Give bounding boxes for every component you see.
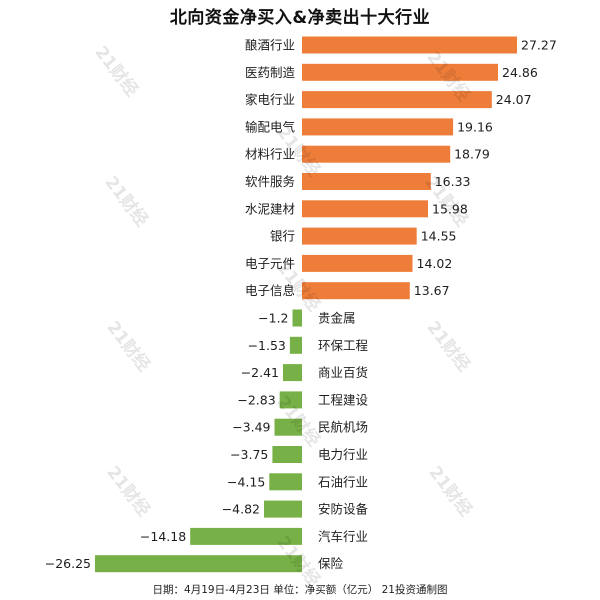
value-label-6: 15.98: [432, 201, 468, 216]
value-label-12: −2.41: [241, 365, 279, 380]
bar-13: [279, 391, 302, 409]
category-label-12: 商业百货: [318, 365, 368, 380]
value-label-3: 19.16: [457, 119, 493, 134]
bar-0: [302, 36, 517, 54]
bar-18: [190, 527, 302, 545]
value-label-9: 13.67: [414, 283, 450, 298]
bar-2: [302, 91, 492, 109]
bar-19: [95, 555, 302, 573]
category-label-15: 电力行业: [318, 447, 368, 462]
category-label-9: 电子信息: [245, 283, 295, 298]
value-label-7: 14.55: [421, 229, 457, 244]
value-label-17: −4.82: [222, 502, 260, 517]
category-label-14: 民航机场: [318, 420, 368, 435]
value-label-13: −2.83: [237, 392, 275, 407]
bar-15: [272, 446, 302, 463]
bar-9: [302, 282, 410, 300]
bar-1: [302, 63, 498, 81]
category-label-13: 工程建设: [318, 392, 369, 407]
bar-8: [302, 254, 413, 272]
category-label-10: 贵金属: [318, 311, 356, 326]
value-label-5: 16.33: [435, 174, 471, 189]
bar-6: [302, 200, 428, 218]
value-label-8: 14.02: [417, 256, 453, 271]
footer-note: 日期：4月19日-4月23日 单位：净买额（亿元） 21投资通制图: [152, 584, 448, 596]
category-label-3: 输配电气: [245, 119, 296, 134]
bar-11: [289, 336, 302, 354]
bar-7: [302, 227, 417, 245]
category-label-6: 水泥建材: [245, 201, 295, 216]
value-label-4: 18.79: [454, 147, 490, 162]
category-label-8: 电子元件: [245, 256, 295, 271]
value-label-18: −14.18: [140, 529, 186, 544]
chart-title: 北向资金净买入&净卖出十大行业: [169, 8, 431, 28]
category-label-0: 酿酒行业: [245, 38, 295, 53]
category-label-1: 医药制造: [245, 65, 296, 80]
value-label-2: 24.07: [496, 92, 532, 107]
bar-3: [302, 118, 454, 136]
bar-12: [283, 364, 302, 382]
bar-4: [302, 145, 451, 163]
value-label-15: −3.75: [230, 447, 268, 462]
category-label-17: 安防设备: [318, 502, 369, 517]
value-label-16: −4.15: [227, 474, 265, 489]
bar-10: [292, 309, 302, 327]
category-label-4: 材料行业: [245, 147, 295, 162]
value-label-1: 24.86: [502, 65, 538, 80]
category-label-7: 银行: [270, 229, 295, 244]
bar-5: [302, 173, 431, 190]
value-label-11: −1.53: [248, 338, 286, 353]
value-label-19: −26.25: [45, 556, 91, 571]
bar-17: [264, 500, 302, 518]
bar-16: [269, 473, 302, 491]
category-label-11: 环保工程: [318, 338, 369, 353]
value-label-14: −3.49: [232, 420, 270, 435]
category-label-19: 保险: [318, 556, 344, 571]
bar-14: [274, 418, 302, 436]
value-label-0: 27.27: [521, 38, 557, 53]
category-label-2: 家电行业: [245, 92, 295, 107]
category-label-18: 汽车行业: [318, 529, 368, 544]
category-label-16: 石油行业: [318, 474, 368, 489]
value-label-10: −1.2: [258, 311, 288, 326]
category-label-5: 软件服务: [245, 174, 295, 189]
